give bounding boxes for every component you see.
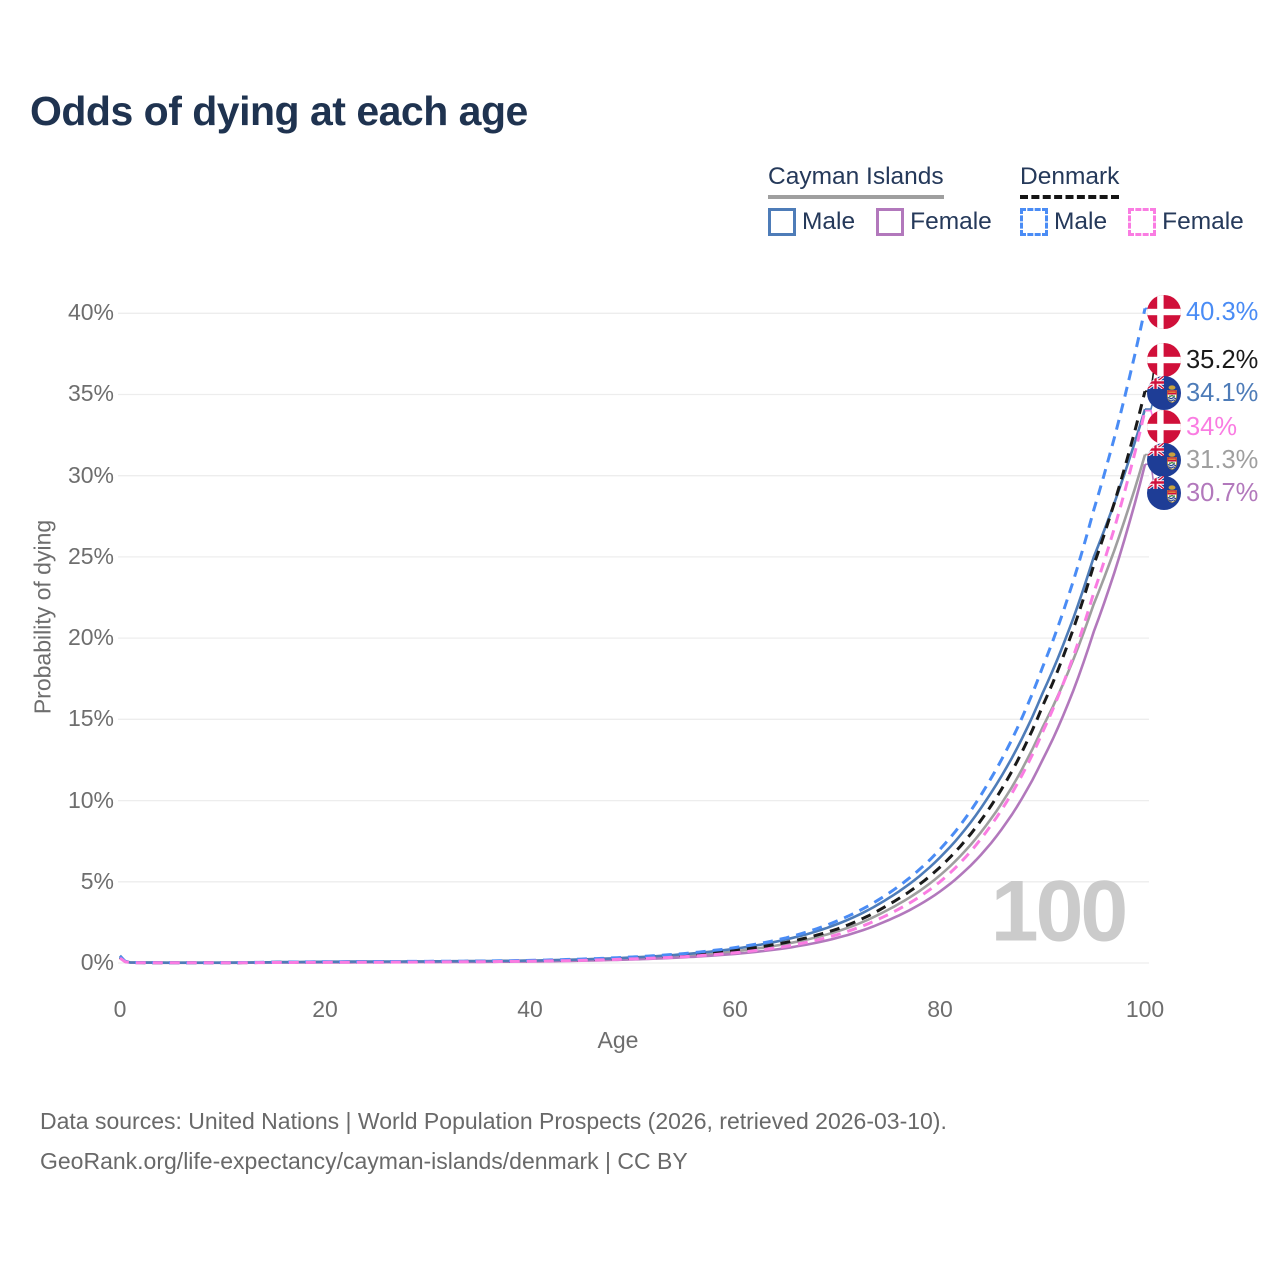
legend-group-cayman-islands: Cayman Islands Male Female <box>768 163 992 236</box>
end-label-value: 34% <box>1186 412 1238 441</box>
end-label-value: 31.3% <box>1186 445 1259 474</box>
end-label-cayman-islands-overall: 31.3% <box>1147 443 1258 477</box>
legend-item-label: Female <box>910 208 992 235</box>
series-line-denmark-female[interactable] <box>119 410 1147 965</box>
end-label-cayman-islands-male: 34.1% <box>1147 376 1258 410</box>
footer-attribution: GeoRank.org/life-expectancy/cayman-islan… <box>40 1148 688 1174</box>
cayman-islands-flag-icon <box>1147 476 1181 510</box>
denmark-flag-icon <box>1147 410 1181 444</box>
denmark-flag <box>1147 295 1181 329</box>
cayman-islands-flag <box>1147 376 1181 410</box>
end-label-denmark-overall: 35.2% <box>1147 343 1258 377</box>
y-tick-label-10-: 10% <box>67 786 114 813</box>
end-label-value: 34.1% <box>1186 378 1259 407</box>
cayman-islands-flag-icon <box>1147 376 1181 410</box>
legend-swatch-icon <box>768 208 796 236</box>
legend-items-cayman-islands: Male Female <box>768 208 992 236</box>
y-tick-label-40-: 40% <box>67 299 114 326</box>
watermark-age-100: 100 <box>990 863 1128 960</box>
legend-items-denmark: Male Female <box>1020 208 1244 236</box>
end-label-denmark-female: 34% <box>1147 410 1237 444</box>
y-tick-label-25-: 25% <box>67 542 114 569</box>
denmark-flag <box>1147 343 1181 377</box>
x-tick-label-80: 80 <box>927 996 953 1022</box>
legend-item-cayman-islands-male[interactable]: Male <box>768 208 855 236</box>
end-label-value: 40.3% <box>1186 297 1259 326</box>
x-tick-label-0: 0 <box>113 996 127 1022</box>
legend-title-denmark: Denmark <box>1020 163 1120 199</box>
y-tick-label-0-: 0% <box>80 949 114 975</box>
x-tick-label-60: 60 <box>722 996 748 1022</box>
page-title: Odds of dying at each age <box>30 88 528 134</box>
end-label-denmark-male: 40.3% <box>1147 295 1258 329</box>
legend-swatch-icon <box>1020 208 1048 236</box>
x-tick-label-40: 40 <box>517 996 543 1022</box>
denmark-flag <box>1147 410 1181 444</box>
legend-group-denmark: Denmark Male Female <box>1020 163 1244 236</box>
end-label-value: 35.2% <box>1186 345 1259 374</box>
legend-item-denmark-female[interactable]: Female <box>1128 208 1244 236</box>
legend-item-label: Female <box>1162 208 1244 235</box>
end-label-cayman-islands-female: 30.7% <box>1147 476 1258 510</box>
legend-item-label: Male <box>802 208 856 235</box>
y-tick-label-5-: 5% <box>80 867 114 894</box>
denmark-flag-icon <box>1147 343 1181 377</box>
denmark-flag-icon <box>1147 295 1181 329</box>
x-tick-label-100: 100 <box>1125 996 1165 1022</box>
legend-item-cayman-islands-female[interactable]: Female <box>876 208 992 236</box>
legend-item-denmark-male[interactable]: Male <box>1020 208 1107 236</box>
y-tick-label-20-: 20% <box>67 624 114 651</box>
legend-item-label: Male <box>1054 208 1108 235</box>
x-tick-label-20: 20 <box>312 996 338 1022</box>
cayman-islands-flag-icon <box>1147 443 1181 477</box>
y-tick-label-15-: 15% <box>67 705 114 732</box>
plot-area <box>118 307 1159 965</box>
legend-title-cayman-islands: Cayman Islands <box>768 163 944 199</box>
footer-data-sources: Data sources: United Nations | World Pop… <box>40 1108 947 1134</box>
cayman-islands-flag <box>1147 443 1181 477</box>
legend-swatch-icon <box>876 208 905 236</box>
y-tick-label-30-: 30% <box>67 461 114 488</box>
y-tick-label-35-: 35% <box>67 380 114 407</box>
x-axis-title: Age <box>597 1027 639 1053</box>
end-label-value: 30.7% <box>1186 478 1259 507</box>
cayman-islands-flag <box>1147 476 1181 510</box>
legend-swatch-icon <box>1128 208 1157 236</box>
